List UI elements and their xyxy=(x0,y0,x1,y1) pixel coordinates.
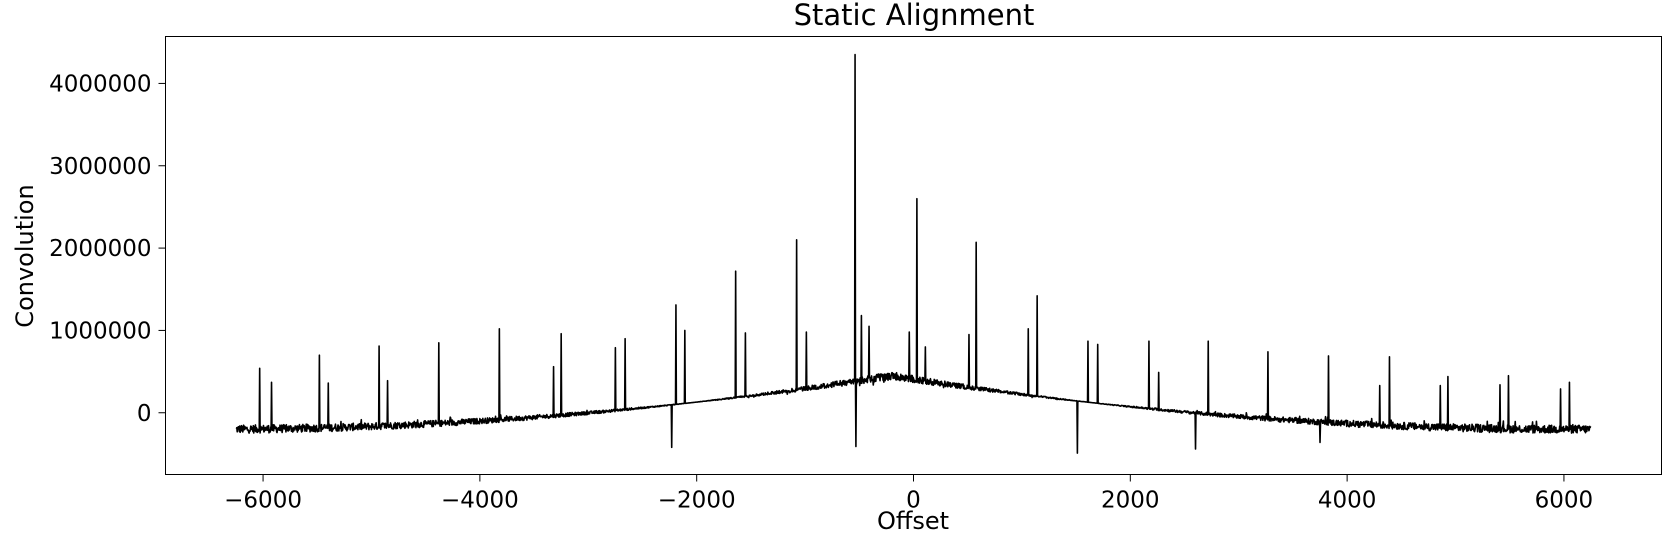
y-tick-label: 2000000 xyxy=(49,236,151,262)
series-group xyxy=(235,53,1592,454)
x-tick-label: −2000 xyxy=(658,488,736,514)
y-tick-label: 0 xyxy=(137,401,152,427)
y-tick-label: 4000000 xyxy=(49,71,151,97)
x-axis: −6000 −4000 −2000 0 2000 4000 6000 xyxy=(224,474,1594,514)
y-axis-label: Convolution xyxy=(11,184,39,327)
x-tick-label: −4000 xyxy=(441,488,519,514)
x-axis-label: Offset xyxy=(877,507,949,532)
plot-area-frame xyxy=(165,36,1662,475)
y-axis: 0 1000000 2000000 3000000 4000000 xyxy=(49,71,166,427)
x-tick-label: 0 xyxy=(906,488,921,514)
y-tick-label: 1000000 xyxy=(49,318,151,344)
x-tick-label: 6000 xyxy=(1535,488,1594,514)
x-tick-label: 2000 xyxy=(1101,488,1160,514)
chart-title: Static Alignment xyxy=(794,0,1035,32)
x-tick-label: −6000 xyxy=(224,488,302,514)
x-tick-label: 4000 xyxy=(1318,488,1377,514)
convolution-series-line xyxy=(235,53,1592,454)
y-tick-label: 3000000 xyxy=(49,154,151,180)
